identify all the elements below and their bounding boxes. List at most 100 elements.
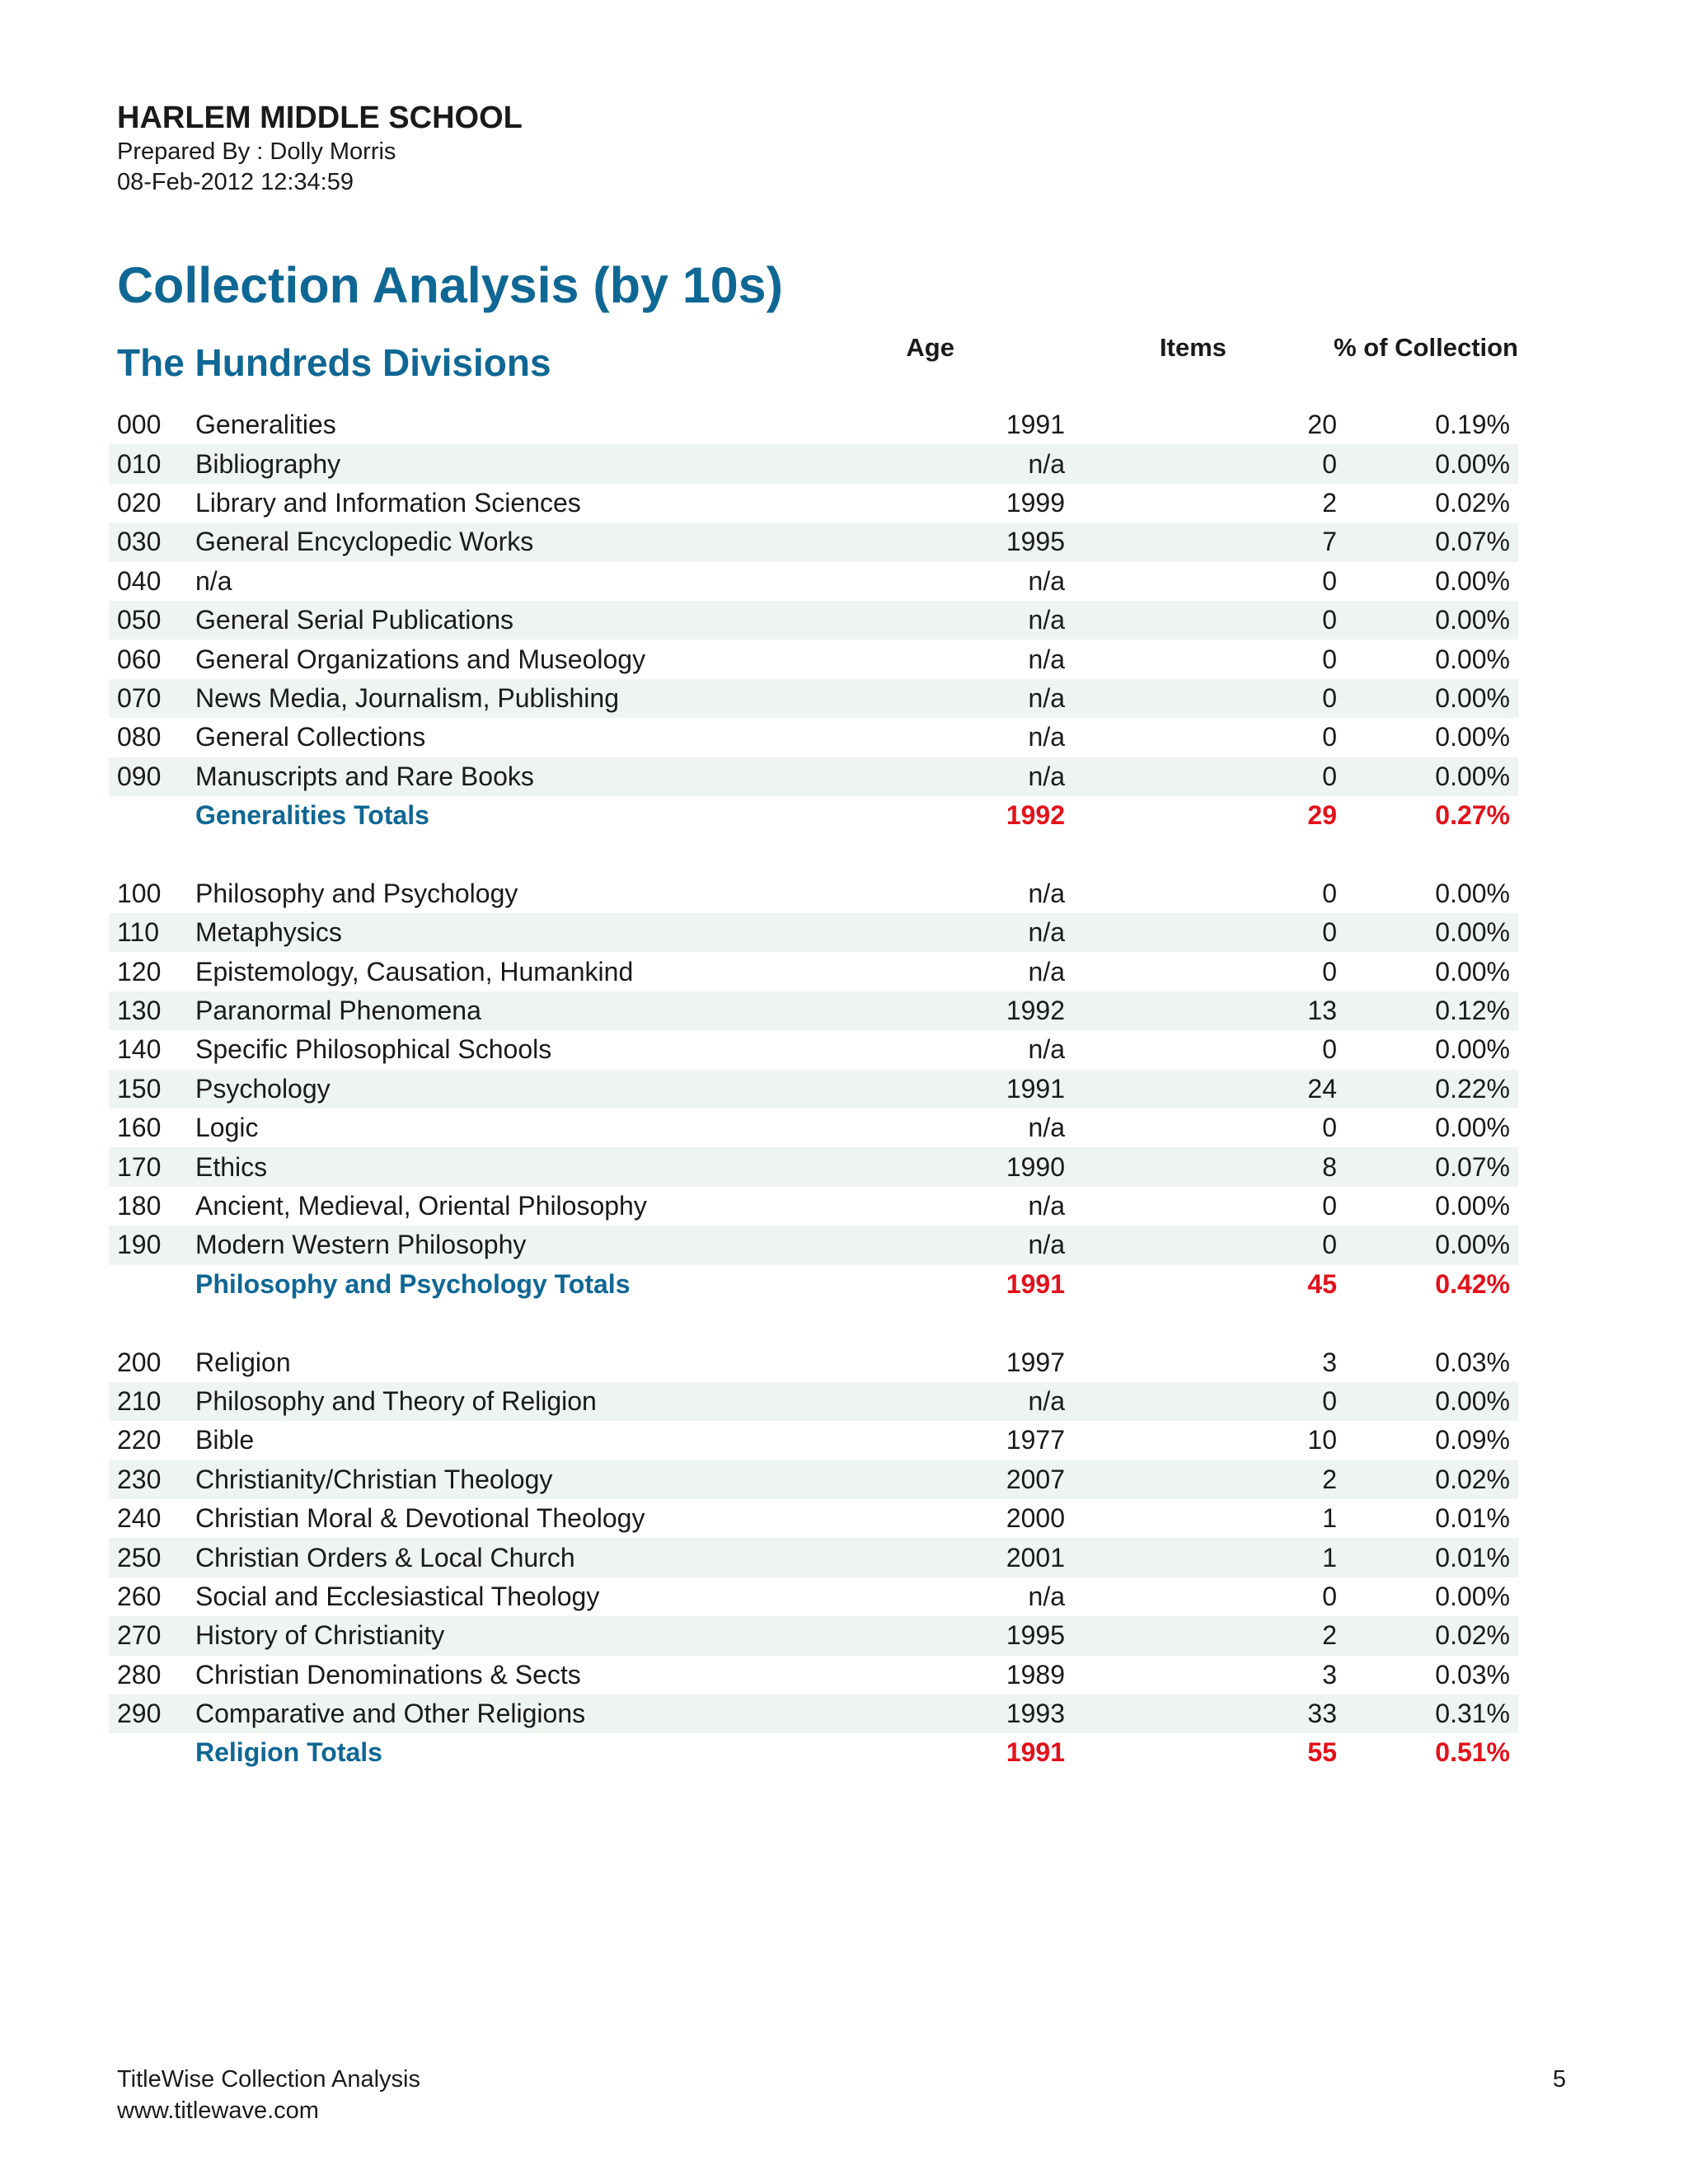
age-cell: n/a: [1028, 1230, 1065, 1260]
prepared-by: Prepared By : Dolly Morris: [117, 138, 396, 165]
age-cell: n/a: [1028, 565, 1065, 596]
table-row: 140 Specific Philosophical Schools n/a 0 0.0…: [109, 1030, 1518, 1069]
division-name: Metaphysics: [195, 917, 342, 948]
items-cell: 0: [1322, 565, 1337, 596]
items-cell: 10: [1307, 1425, 1337, 1455]
pct-cell: 0.22%: [1435, 1073, 1510, 1104]
table-row: 070 News Media, Journalism, Publishing n/a…: [109, 678, 1518, 719]
division-name: Paranormal Phenomena: [195, 996, 481, 1026]
items-cell: 0: [1322, 605, 1337, 635]
footer-product: TitleWise Collection Analysis: [117, 2066, 420, 2093]
pct-cell: 0.02%: [1435, 1620, 1510, 1651]
table-row: 120 Epistemology, Causation, Humankind n/a…: [109, 952, 1518, 991]
items-cell: 0: [1322, 644, 1337, 674]
age-cell: n/a: [1028, 1191, 1065, 1221]
pct-cell: 0.00%: [1435, 956, 1510, 987]
age-cell: 1992: [1006, 996, 1065, 1026]
division-code: 090: [117, 761, 162, 791]
division-name: Ethics: [195, 1151, 268, 1182]
division-name: Christian Moral & Devotional Theology: [195, 1503, 645, 1534]
age-cell: 1995: [1006, 527, 1065, 557]
pct-cell: 0.09%: [1435, 1425, 1510, 1455]
table-row: 100 Philosophy and Psychology n/a 0 0.00%: [109, 874, 1518, 913]
age-cell: n/a: [1028, 878, 1065, 908]
items-cell: 0: [1322, 1581, 1337, 1611]
division-name: Philosophy and Psychology: [195, 878, 518, 908]
items-cell: 55: [1307, 1737, 1337, 1768]
table-row: 090 Manuscripts and Rare Books n/a 0 0.00%: [109, 757, 1518, 796]
pct-cell: 0.00%: [1435, 644, 1510, 674]
division-code: 260: [117, 1581, 162, 1611]
pct-cell: 0.12%: [1435, 996, 1510, 1026]
age-cell: 1991: [1006, 1268, 1065, 1299]
age-cell: n/a: [1028, 448, 1065, 479]
table-row: 080 General Collections n/a 0 0.00%: [109, 718, 1518, 757]
table-row: 220 Bible 1977 10 0.09%: [109, 1421, 1518, 1460]
division-code: 210: [117, 1385, 162, 1416]
items-cell: 2: [1322, 1464, 1337, 1494]
report-timestamp: 08-Feb-2012 12:34:59: [117, 169, 354, 195]
age-cell: 1993: [1006, 1699, 1065, 1729]
division-code: 080: [117, 722, 162, 752]
age-cell: 1990: [1006, 1151, 1065, 1182]
age-cell: 1977: [1006, 1425, 1065, 1455]
pct-cell: 0.02%: [1435, 1464, 1510, 1494]
pct-cell: 0.01%: [1435, 1503, 1510, 1534]
totals-row: Religion Totals 1991 55 0.51%: [109, 1733, 1518, 1772]
division-code: 130: [117, 996, 162, 1026]
division-name: Social and Ecclesiastical Theology: [195, 1581, 600, 1611]
table-row: 270 History of Christianity 1995 2 0.02%: [109, 1616, 1518, 1656]
items-cell: 1: [1322, 1542, 1337, 1572]
division-code: 030: [117, 527, 162, 557]
table-row: 110 Metaphysics n/a 0 0.00%: [109, 913, 1518, 953]
division-code: 150: [117, 1073, 162, 1104]
table-row: 000 Generalities 1991 20 0.19%: [109, 405, 1518, 444]
items-cell: 0: [1322, 761, 1337, 791]
pct-cell: 0.00%: [1435, 565, 1510, 596]
division-code: 050: [117, 605, 162, 635]
division-name: Library and Information Sciences: [195, 487, 581, 518]
table-row: 010 Bibliography n/a 0 0.00%: [109, 444, 1518, 484]
table-row: 040 n/a n/a 0 0.00%: [109, 562, 1518, 601]
age-cell: n/a: [1028, 722, 1065, 752]
pct-cell: 0.00%: [1435, 448, 1510, 479]
pct-cell: 0.02%: [1435, 487, 1510, 518]
column-header-items: Items: [1160, 333, 1226, 362]
items-cell: 2: [1322, 487, 1337, 518]
division-code: 180: [117, 1191, 162, 1221]
age-cell: n/a: [1028, 1113, 1065, 1143]
table-row: 170 Ethics 1990 8 0.07%: [109, 1147, 1518, 1187]
school-name: HARLEM MIDDLE SCHOOL: [117, 101, 523, 135]
age-cell: 1999: [1006, 487, 1065, 518]
pct-cell: 0.27%: [1435, 800, 1510, 831]
division-code: 230: [117, 1464, 162, 1494]
items-cell: 0: [1322, 448, 1337, 479]
table-row: 130 Paranormal Phenomena 1992 13 0.12%: [109, 991, 1518, 1031]
age-cell: 1995: [1006, 1620, 1065, 1651]
totals-row: Generalities Totals 1992 29 0.27%: [109, 796, 1518, 835]
table-row: 050 General Serial Publications n/a 0 0.00%: [109, 600, 1518, 640]
pct-cell: 0.19%: [1435, 410, 1510, 440]
collection-table: 000 Generalities 1991 20 0.19% 010 Bibliograph…: [109, 405, 1518, 1773]
division-name: Comparative and Other Religions: [195, 1699, 586, 1729]
report-header: HARLEM MIDDLE SCHOOL Prepared By : Dolly…: [117, 99, 523, 198]
items-cell: 45: [1307, 1268, 1337, 1299]
items-cell: 2: [1322, 1620, 1337, 1651]
division-code: 220: [117, 1425, 162, 1455]
report-title: Collection Analysis (by 10s): [117, 257, 783, 313]
totals-row: Philosophy and Psychology Totals 1991 45 0.…: [109, 1265, 1518, 1304]
pct-cell: 0.00%: [1435, 917, 1510, 948]
age-cell: n/a: [1028, 644, 1065, 674]
age-cell: 1997: [1006, 1347, 1065, 1377]
pct-cell: 0.03%: [1435, 1659, 1510, 1690]
items-cell: 8: [1322, 1151, 1337, 1182]
division-name: Philosophy and Psychology Totals: [195, 1268, 631, 1299]
division-code: 190: [117, 1230, 162, 1260]
division-name: Specific Philosophical Schools: [195, 1034, 552, 1065]
division-name: Generalities: [195, 410, 336, 440]
division-code: 040: [117, 565, 162, 596]
age-cell: 1991: [1006, 1737, 1065, 1768]
division-name: Epistemology, Causation, Humankind: [195, 956, 634, 987]
pct-cell: 0.01%: [1435, 1542, 1510, 1572]
items-cell: 29: [1307, 800, 1337, 831]
